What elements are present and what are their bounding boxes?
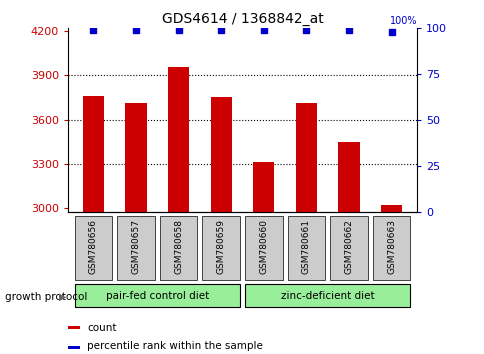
Bar	[68, 346, 80, 349]
FancyBboxPatch shape	[160, 216, 197, 280]
Title: GDS4614 / 1368842_at: GDS4614 / 1368842_at	[161, 12, 323, 26]
Bar	[338, 142, 359, 354]
FancyBboxPatch shape	[244, 285, 409, 307]
FancyBboxPatch shape	[244, 216, 282, 280]
FancyBboxPatch shape	[287, 216, 324, 280]
Bar	[380, 205, 401, 354]
Text: GSM780656: GSM780656	[89, 219, 98, 274]
FancyBboxPatch shape	[75, 285, 240, 307]
FancyBboxPatch shape	[75, 216, 112, 280]
Text: growth protocol: growth protocol	[5, 292, 87, 302]
FancyBboxPatch shape	[202, 216, 240, 280]
Bar	[167, 67, 189, 354]
FancyBboxPatch shape	[330, 216, 367, 280]
Text: GSM780663: GSM780663	[386, 219, 395, 274]
Text: GSM780661: GSM780661	[301, 219, 310, 274]
Bar	[125, 103, 146, 354]
Text: count: count	[87, 322, 116, 333]
FancyBboxPatch shape	[372, 216, 409, 280]
Bar	[295, 103, 317, 354]
FancyBboxPatch shape	[117, 216, 154, 280]
Text: GSM780659: GSM780659	[216, 219, 225, 274]
Bar	[210, 97, 231, 354]
Text: pair-fed control diet: pair-fed control diet	[106, 291, 209, 301]
Text: GSM780658: GSM780658	[174, 219, 183, 274]
Text: 100%: 100%	[389, 17, 416, 27]
Bar	[68, 326, 80, 329]
Bar	[253, 162, 274, 354]
Bar	[83, 96, 104, 354]
Text: GSM780657: GSM780657	[131, 219, 140, 274]
Text: percentile rank within the sample: percentile rank within the sample	[87, 341, 262, 350]
Text: zinc-deficient diet: zinc-deficient diet	[280, 291, 374, 301]
Text: GSM780660: GSM780660	[259, 219, 268, 274]
Text: ▶: ▶	[59, 292, 66, 302]
Text: GSM780662: GSM780662	[344, 219, 353, 274]
